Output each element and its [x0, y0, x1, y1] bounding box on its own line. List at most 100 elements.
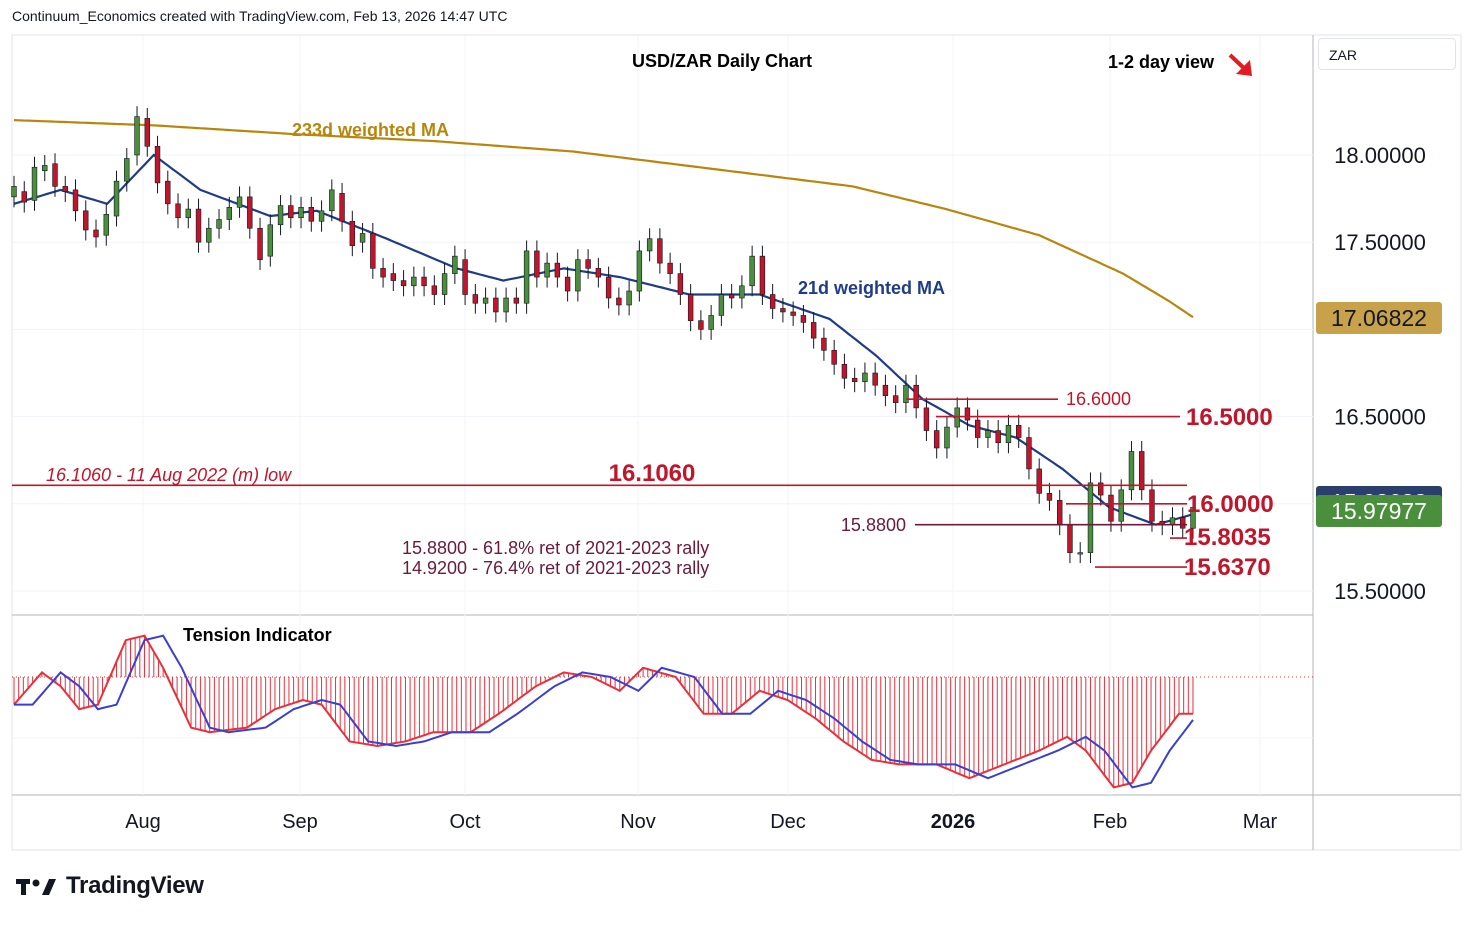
candle-down [657, 238, 663, 264]
x-tick-label: Oct [449, 811, 481, 833]
candle-down [974, 419, 981, 438]
candle-down [1098, 482, 1104, 496]
x-tick-label: Nov [620, 811, 656, 833]
candle-up [1005, 425, 1012, 444]
candle-down [1149, 489, 1155, 522]
currency-box[interactable]: ZAR [1318, 38, 1456, 70]
frame [11, 34, 1462, 851]
candle-up [575, 259, 581, 292]
candle-down [472, 294, 479, 304]
ma233-label: 233d weighted MA [292, 120, 449, 140]
candle-down [821, 337, 827, 351]
candle-up [1077, 552, 1083, 555]
indicator-histogram [13, 634, 1194, 789]
x-tick-label: 2026 [931, 811, 976, 833]
candle-up [216, 219, 222, 229]
candle-down [800, 315, 807, 323]
candle-down [913, 384, 919, 409]
candle-up [298, 207, 304, 219]
candle-up [646, 238, 653, 252]
candle-down [93, 229, 99, 238]
candle-up [411, 276, 417, 287]
candle-up [903, 384, 909, 403]
tradingview-logo-icon [16, 879, 56, 895]
candle-down [759, 255, 766, 295]
candle-up [267, 224, 273, 257]
candle-up [1190, 506, 1196, 529]
candle-down [831, 350, 837, 365]
indicator-fast-line [13, 634, 1193, 789]
candle-down [882, 384, 889, 396]
candle-down [923, 407, 930, 431]
x-tick-label: Mar [1243, 811, 1278, 833]
candle-down [154, 145, 161, 184]
level-label: 16.0000 [1187, 491, 1274, 518]
grid [11, 34, 1462, 851]
candle-down [810, 322, 817, 339]
levels: 16.6000 16.5000 16.1060 16.0000 15.8800 15.80… [12, 389, 1274, 581]
candle-down [851, 377, 858, 383]
ma233-line [13, 119, 1194, 319]
candle-up [985, 430, 991, 438]
candle-down [400, 280, 407, 287]
candle-up [523, 250, 530, 304]
moving-averages [13, 119, 1194, 526]
candle-down [462, 259, 468, 295]
candle-down [605, 276, 612, 299]
candle-down [195, 208, 202, 243]
candle-down [370, 233, 376, 269]
candle-down [595, 268, 602, 278]
candle-down [585, 259, 591, 269]
candle-down [257, 227, 263, 260]
level-label: 15.8800 [841, 515, 906, 535]
candle-up [31, 166, 38, 201]
candle-down [1180, 517, 1186, 529]
candle-up [452, 255, 458, 274]
candle-up [42, 165, 48, 171]
candle-down [21, 191, 27, 203]
candles [11, 106, 1196, 564]
candle-down [380, 268, 386, 278]
candle-up [636, 250, 643, 292]
candle-up [1087, 482, 1094, 553]
candle-down [933, 430, 940, 449]
level-label: 15.8035 [1184, 524, 1271, 551]
candle-down [1026, 437, 1032, 470]
candle-down [513, 297, 520, 304]
indicator-title: Tension Indicator [183, 625, 332, 645]
candle-down [247, 196, 253, 229]
candle-up [1118, 489, 1124, 522]
brand-logo[interactable]: TradingView [16, 872, 204, 900]
candle-up [103, 213, 109, 236]
candle-down [421, 276, 427, 287]
candle-up [482, 297, 489, 304]
candle-up [1169, 517, 1176, 526]
x-tick-label: Sep [282, 811, 318, 833]
ret-764-annotation: 14.9200 - 76.4% ret of 2021-2023 rally [402, 558, 709, 578]
y-tick-label: 17.50000 [1334, 230, 1426, 255]
candle-up [124, 158, 130, 182]
candle-up [277, 205, 284, 226]
candle-up [503, 297, 509, 313]
x-tick-label: Feb [1093, 811, 1127, 833]
candle-down [769, 294, 776, 309]
candle-up [708, 315, 714, 330]
candle-down [349, 220, 356, 246]
candle-up [862, 372, 868, 383]
candle-down [1067, 524, 1073, 553]
candle-down [144, 118, 150, 147]
ma21-label: 21d weighted MA [798, 278, 945, 298]
candle-up [359, 233, 366, 243]
candle-up [954, 407, 960, 428]
candle-down [728, 294, 735, 299]
candle-down [1139, 451, 1145, 491]
level-label: 15.6370 [1184, 554, 1271, 581]
candle-down [339, 193, 345, 222]
price-badge: 15.97977 [1316, 495, 1442, 528]
candle-down [554, 262, 561, 278]
candle-down [175, 203, 181, 219]
candle-down [841, 363, 848, 379]
candle-down [1036, 468, 1042, 494]
candle-down [964, 407, 971, 421]
